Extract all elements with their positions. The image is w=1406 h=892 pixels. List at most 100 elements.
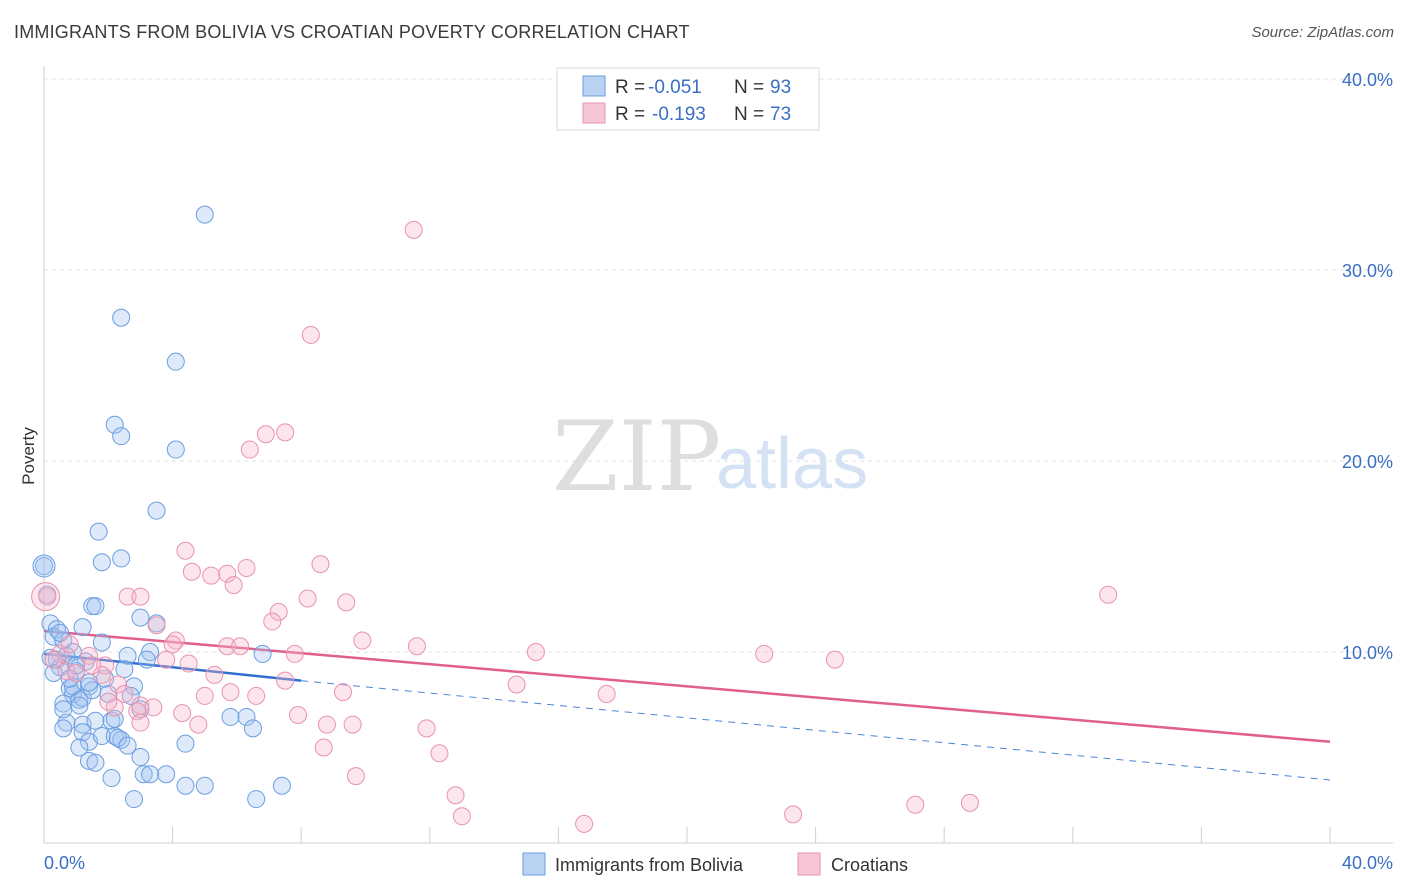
legend-r-value: -0.051 <box>648 77 702 98</box>
point-croatians <box>147 616 166 635</box>
point-croatians <box>333 683 352 702</box>
point-bolivia <box>125 790 144 809</box>
point-bolivia <box>125 677 144 696</box>
legend-n-label: N = <box>734 77 764 98</box>
point-croatians <box>144 698 163 717</box>
point-bolivia <box>60 679 79 698</box>
point-bolivia <box>134 765 153 784</box>
point-bolivia <box>108 728 127 747</box>
data-points <box>31 205 1118 833</box>
point-bolivia <box>57 713 76 732</box>
point-croatians <box>99 692 118 711</box>
point-croatians <box>298 589 317 608</box>
point-croatians <box>404 220 423 239</box>
axes <box>43 66 1393 844</box>
watermark: ZIP atlas <box>552 401 868 513</box>
point-croatians <box>960 793 979 812</box>
point-croatians <box>118 587 137 606</box>
point-bolivia <box>35 557 53 576</box>
point-croatians <box>311 555 330 574</box>
point-croatians <box>276 671 295 690</box>
point-croatians <box>825 650 844 669</box>
point-croatians <box>83 656 102 675</box>
point-bolivia <box>118 646 137 665</box>
point-bolivia <box>131 608 150 627</box>
point-croatians <box>44 650 63 669</box>
point-croatians <box>60 635 79 654</box>
point-bolivia <box>176 776 195 795</box>
legend-swatch-bolivia <box>522 852 546 876</box>
point-croatians <box>317 715 336 734</box>
point-bolivia <box>54 694 73 713</box>
point-bolivia <box>115 660 134 679</box>
legend-n-value: 73 <box>770 104 791 125</box>
point-croatians <box>179 654 198 673</box>
point-croatians <box>202 566 221 585</box>
point-croatians <box>288 706 307 725</box>
point-bolivia <box>195 205 214 224</box>
point-bolivia <box>86 711 105 730</box>
point-bolivia <box>92 633 111 652</box>
point-croatians <box>285 644 304 663</box>
point-bolivia <box>141 765 160 784</box>
point-croatians <box>301 325 320 344</box>
point-croatians <box>507 675 526 694</box>
point-croatians <box>205 665 224 684</box>
point-bolivia <box>86 753 105 772</box>
point-bolivia <box>54 700 73 719</box>
point-croatians <box>417 719 436 738</box>
point-bolivia <box>247 790 266 809</box>
point-bolivia <box>131 748 150 767</box>
point-bolivia <box>105 415 124 434</box>
point-croatians <box>240 440 259 459</box>
point-bolivia <box>32 554 56 578</box>
point-croatians <box>96 656 115 675</box>
point-bolivia <box>112 427 131 446</box>
point-croatians <box>176 541 195 560</box>
x-tick-label: 0.0% <box>44 853 85 873</box>
legend-n-value: 93 <box>770 77 791 98</box>
point-croatians <box>256 425 275 444</box>
point-croatians <box>108 675 127 694</box>
point-bolivia <box>221 707 240 726</box>
y-axis-title: Poverty <box>19 427 38 485</box>
point-bolivia <box>195 776 214 795</box>
point-croatians <box>906 795 925 814</box>
tick-labels: 10.0% 20.0% 30.0% 40.0% 0.0% 40.0% <box>44 70 1393 873</box>
legend-bottom: Immigrants from Bolivia Croatians <box>522 852 908 876</box>
point-bolivia <box>102 769 121 788</box>
point-croatians <box>784 805 803 824</box>
point-croatians <box>31 582 61 612</box>
legend-swatch-croatians <box>582 102 606 124</box>
point-croatians <box>221 683 240 702</box>
point-croatians <box>131 713 150 732</box>
point-croatians <box>195 686 214 705</box>
point-bolivia <box>92 727 111 746</box>
point-croatians <box>263 612 282 631</box>
point-croatians <box>314 738 333 757</box>
point-croatians <box>343 715 362 734</box>
legend-n-label: N = <box>734 104 764 125</box>
point-bolivia <box>166 440 185 459</box>
point-croatians <box>407 637 426 656</box>
point-croatians <box>189 715 208 734</box>
watermark-atlas: atlas <box>716 424 868 504</box>
point-croatians <box>67 664 86 683</box>
point-bolivia <box>92 553 111 572</box>
legend-r-label: R = <box>615 104 645 125</box>
point-croatians <box>38 587 57 606</box>
point-croatians <box>575 814 594 833</box>
point-croatians <box>755 644 774 663</box>
point-croatians <box>269 602 288 621</box>
point-croatians <box>276 423 295 442</box>
point-bolivia <box>176 734 195 753</box>
point-bolivia <box>237 707 256 726</box>
point-bolivia <box>73 723 92 742</box>
point-bolivia <box>51 623 70 642</box>
point-croatians <box>452 807 471 826</box>
point-bolivia <box>89 522 108 541</box>
point-croatians <box>337 593 356 612</box>
point-croatians <box>163 635 182 654</box>
point-croatians <box>597 685 616 704</box>
point-bolivia <box>102 711 121 730</box>
